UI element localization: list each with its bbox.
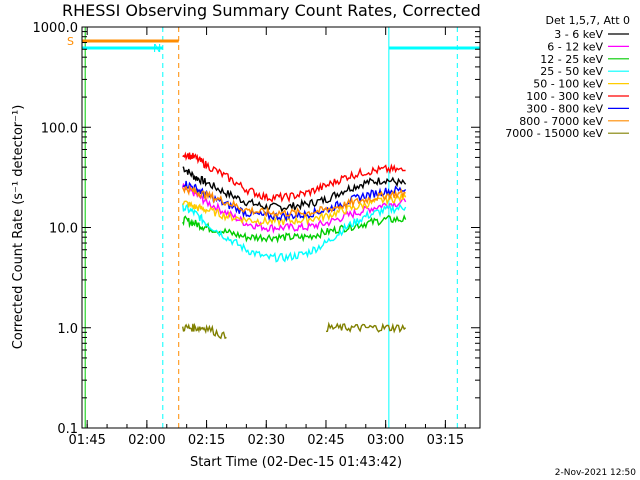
x-axis-label: Start Time (02-Dec-15 01:43:42) [190,455,402,470]
legend-item-label: 300 - 800 keV [526,102,603,115]
x-tick-label: 01:45 [68,433,105,448]
flag-label-s: S [67,35,74,48]
legend-item-label: 12 - 25 keV [540,53,603,66]
plot-area: SN [67,26,481,429]
series-line-800-7000-kev [182,185,406,218]
x-tick-label: 03:00 [367,433,404,448]
series-line-3-6-kev [182,166,407,213]
legend-item-label: 6 - 12 keV [547,40,603,53]
legend-item-label: 7000 - 15000 keV [505,127,603,140]
legend-item-label: 3 - 6 keV [554,28,603,41]
y-axis-label: Corrected Count Rate (s⁻¹ detector⁻¹) [11,105,26,350]
y-tick-label: 10.0 [49,222,78,237]
x-tick-label: 02:30 [248,433,285,448]
series-line-6-12-kev [182,182,407,234]
legend-item-label: 800 - 7000 keV [519,115,603,128]
y-tick-label: 0.1 [57,422,78,437]
y-tick-label: 1.0 [57,322,78,337]
series-line-100-300-kev [182,151,406,203]
x-tick-label: 02:15 [188,433,225,448]
series-line-7000-15000-kev [182,322,227,340]
legend-item-label: 25 - 50 keV [540,65,603,78]
axis-ticks: 01:45 02:00 02:15 02:30 02:45 03:00 03:15 0.1 1.… [33,21,480,448]
x-tick-label: 03:15 [427,433,464,448]
x-tick-label: 02:00 [128,433,165,448]
legend-title: Det 1,5,7, Att 0 [546,14,630,27]
y-tick-label: 1000.0 [33,21,79,36]
series-line-25-50-kev [182,203,407,263]
flag-label-n: N [153,42,161,55]
y-tick-label: 100.0 [41,121,78,136]
chart-title: RHESSI Observing Summary Count Rates, Co… [62,1,481,20]
legend-item-label: 100 - 300 keV [526,90,603,103]
generation-date: 2-Nov-2021 12:50 [555,468,637,478]
series-line-12-25-kev [182,214,407,244]
series-line-7000-15000-kev [325,321,407,334]
legend-item-label: 50 - 100 keV [533,78,603,91]
x-tick-label: 02:45 [307,433,344,448]
